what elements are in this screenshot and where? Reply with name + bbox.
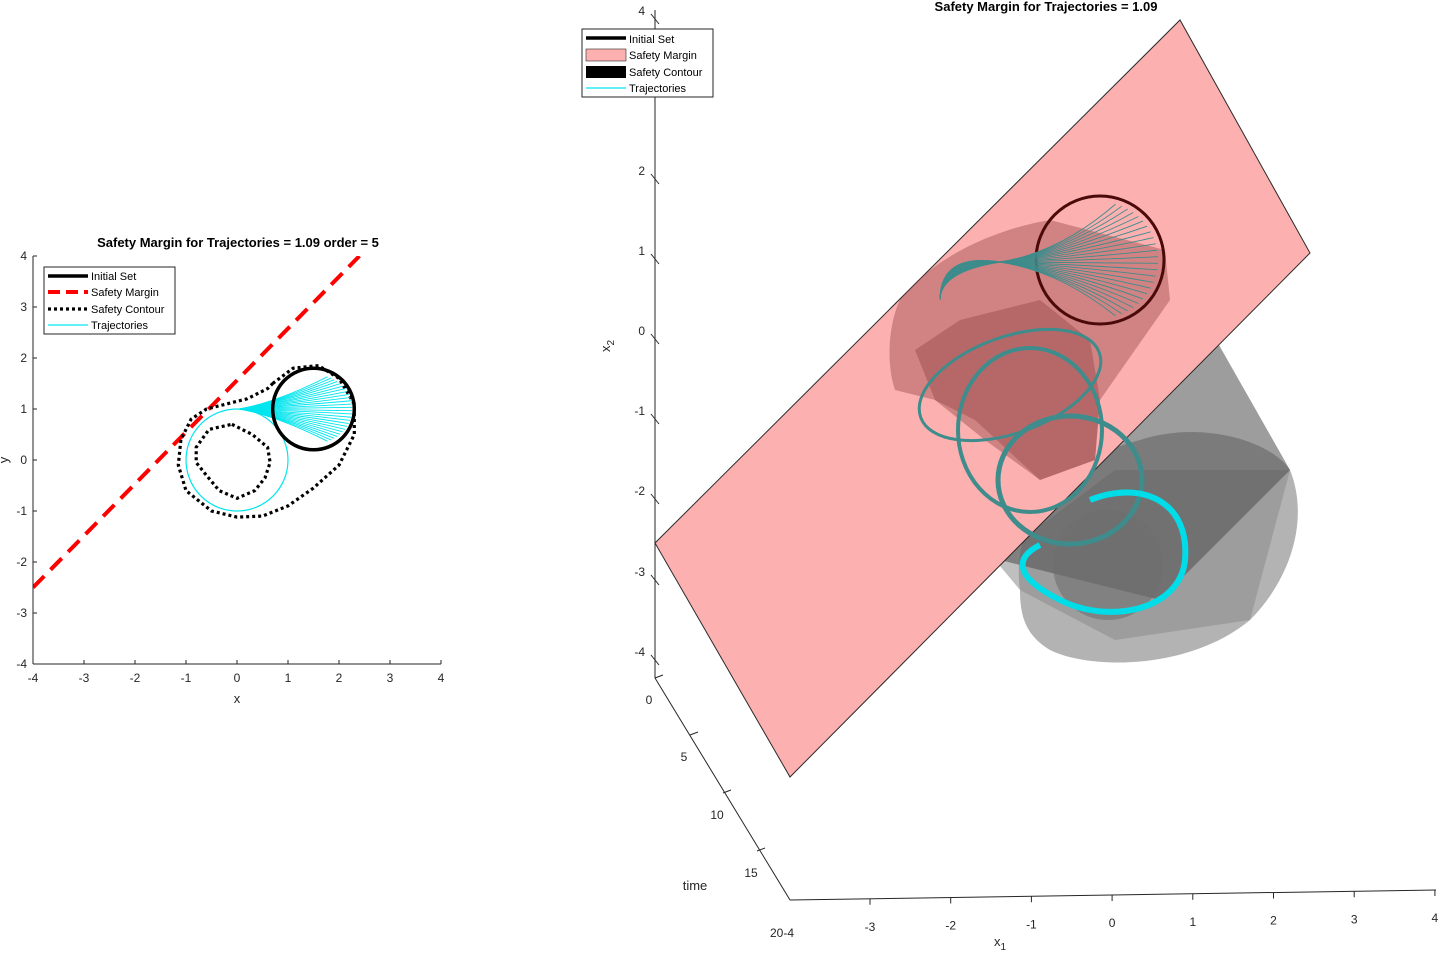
x-tick-label: -1 — [181, 671, 192, 685]
x1-tick-label: 1 — [1189, 915, 1196, 929]
time-tick-mark — [689, 731, 699, 736]
x2-tick-label: 4 — [638, 4, 645, 18]
x2-tick-mark — [650, 333, 660, 345]
safety-margin-line — [33, 256, 361, 589]
legend-label: Safety Contour — [629, 67, 703, 79]
chart-2d-title: Safety Margin for Trajectories = 1.09 or… — [97, 235, 379, 250]
x2-tick-mark — [650, 413, 660, 425]
x-tick-label: 4 — [438, 671, 445, 685]
chart-2d-plot-area — [33, 256, 361, 589]
x1-tick-label: 0 — [1109, 916, 1116, 930]
x2-tick-label: 2 — [638, 164, 645, 178]
x1-tick-label: -3 — [865, 920, 876, 934]
safety-margin-plane — [654, 19, 1311, 778]
chart-2d-ylabel: y — [0, 456, 11, 463]
time-tick-mark — [654, 674, 664, 679]
trajectory-fan-3d — [939, 203, 1158, 317]
x1-tick-label: 3 — [1351, 912, 1358, 926]
y-tick-label: 2 — [20, 351, 27, 365]
trajectory-fan — [239, 376, 353, 442]
x1-tick-label: 2 — [1270, 914, 1277, 928]
x2-tick-label: -1 — [634, 404, 645, 418]
x2-tick-mark — [650, 173, 660, 185]
x2-tick-label: -4 — [634, 645, 645, 659]
x1-tick-label: 4 — [1432, 911, 1439, 925]
safety-contour-outer — [176, 363, 356, 519]
chart-2d-legend[interactable]: Initial Set Safety Margin Safety Contour… — [43, 266, 176, 335]
y-tick-label: -3 — [16, 606, 27, 620]
chart-3d: Safety Margin for Trajectories = 1.09 — [581, 0, 1439, 953]
trajectory-rings — [917, 327, 1189, 615]
x2-tick-mark — [650, 13, 660, 25]
trajectory-line — [239, 376, 328, 410]
chart-3d-x2-label: x2 — [598, 340, 617, 353]
y-tick-label: 0 — [20, 453, 27, 467]
legend-label: Safety Contour — [91, 304, 165, 316]
chart-3d-time-axis — [654, 677, 791, 901]
time-tick-mark — [756, 847, 766, 852]
time-tick-label: 0 — [646, 693, 653, 707]
x-tick-label: -3 — [79, 671, 90, 685]
legend-label: Safety Margin — [91, 287, 159, 299]
x2-tick-mark — [650, 493, 660, 505]
chart-2d-xlabel: x — [234, 691, 241, 706]
legend-label: Initial Set — [91, 271, 136, 283]
legend-swatch-safety-margin — [585, 48, 627, 62]
chart-3d-corner-tick: 20-4 — [770, 926, 794, 940]
initial-set-3d — [939, 194, 1166, 326]
trajectory-circle — [185, 408, 289, 512]
legend-swatch-safety-contour — [586, 66, 626, 78]
y-tick-label: 1 — [20, 402, 27, 416]
legend-label: Safety Margin — [629, 50, 697, 62]
x2-tick-mark — [650, 654, 660, 666]
x2-tick-label: 0 — [638, 324, 645, 338]
safety-contour-inner — [194, 422, 272, 501]
legend-label: Trajectories — [629, 83, 687, 95]
x-tick-label: 0 — [234, 671, 241, 685]
legend-label: Initial Set — [629, 34, 674, 46]
trajectory-line — [239, 377, 332, 410]
x2-tick-mark — [650, 253, 660, 265]
x-tick-label: 1 — [285, 671, 292, 685]
chart-3d-legend[interactable]: Initial Set Safety Margin Safety Contour… — [581, 28, 714, 98]
chart-3d-x1-axis — [789, 889, 1437, 901]
x-tick-label: 3 — [387, 671, 394, 685]
y-tick-label: -1 — [16, 504, 27, 518]
y-tick-label: -4 — [16, 657, 27, 671]
x1-tick-label: -2 — [945, 919, 956, 933]
x2-tick-label: -3 — [634, 565, 645, 579]
y-tick-label: -2 — [16, 555, 27, 569]
legend-label: Trajectories — [91, 320, 149, 332]
y-tick-label: 3 — [20, 300, 27, 314]
time-tick-label: 15 — [744, 866, 758, 880]
chart-3d-time-label: time — [683, 878, 708, 893]
x2-tick-label: 1 — [638, 244, 645, 258]
y-tick-label: 4 — [20, 249, 27, 263]
initial-set-circle — [270, 366, 357, 452]
time-tick-label: 5 — [681, 750, 688, 764]
time-tick-label: 10 — [710, 808, 724, 822]
x1-tick-label: -1 — [1026, 917, 1037, 931]
x-tick-label: 2 — [336, 671, 343, 685]
trajectory-line — [939, 259, 1116, 317]
chart-3d-x1-label: x1 — [994, 934, 1007, 953]
chart-3d-title: Safety Margin for Trajectories = 1.09 — [935, 0, 1158, 14]
x-tick-label: -4 — [28, 671, 39, 685]
x2-tick-label: -2 — [634, 484, 645, 498]
x-tick-label: -2 — [130, 671, 141, 685]
chart-2d-ticks: -4 -3 -2 -1 0 1 2 3 4 4 3 2 1 0 -1 -2 -3 -4 — [16, 249, 444, 685]
chart-2d: Safety Margin for Trajectories = 1.09 or… — [0, 235, 445, 706]
time-tick-mark — [722, 789, 732, 794]
x2-tick-mark — [650, 574, 660, 586]
